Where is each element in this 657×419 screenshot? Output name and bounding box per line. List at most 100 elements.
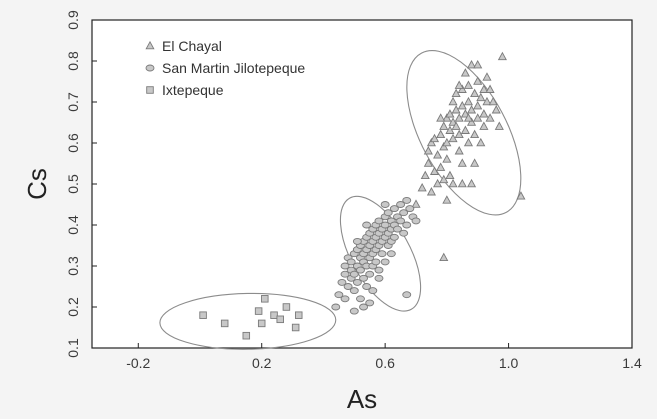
x-axis: -0.2 0.2 0.6 1.0 1.4 — [126, 343, 642, 371]
el-chayal-point — [411, 199, 421, 208]
el-chayal-point — [485, 113, 495, 122]
el-chayal-point — [473, 76, 483, 85]
san-martin-jilotepeque-point — [396, 201, 406, 208]
ixtepeque-point — [199, 311, 207, 319]
el-chayal-point — [457, 178, 467, 188]
el-chayal-point — [423, 158, 433, 167]
data-points — [199, 51, 526, 340]
legend-marker-ixtepeque — [146, 86, 154, 94]
san-martin-jilotepeque-point — [399, 229, 409, 237]
el-chayal-point — [451, 105, 461, 114]
san-martin-jilotepeque-point — [362, 221, 372, 229]
ixtepeque-point — [270, 311, 278, 319]
san-martin-jilotepeque-point — [359, 274, 368, 282]
el-chayal-point — [494, 121, 504, 130]
el-chayal-point — [482, 72, 492, 81]
ixtepeque-point — [276, 315, 284, 324]
legend-label-san-martin-jilotepeque: San Martin Jilotepeque — [162, 60, 305, 76]
legend-item-san-martin-jilotepeque: San Martin Jilotepeque — [145, 60, 305, 76]
legend-marker-san-martin-jilotepeque — [145, 64, 155, 72]
san-martin-jilotepeque-point — [377, 250, 387, 258]
san-martin-jilotepeque-point — [374, 266, 384, 274]
y-axis: 0.1 0.2 0.3 0.4 0.5 0.6 0.7 0.8 0.9 — [65, 10, 97, 358]
el-chayal-point — [436, 129, 446, 139]
series-ixtepeque — [199, 295, 303, 340]
el-chayal-point — [423, 146, 433, 155]
series-el-chayal — [411, 51, 526, 262]
el-chayal-point — [429, 166, 440, 175]
ixtepeque-point — [242, 331, 251, 340]
san-martin-jilotepeque-point — [380, 201, 390, 208]
el-chayal-point — [460, 68, 470, 77]
el-chayal-point — [473, 113, 483, 122]
el-chayal-point — [463, 137, 474, 147]
san-martin-jilotepeque-point — [334, 291, 344, 299]
el-chayal-point — [454, 80, 464, 89]
plot-area — [91, 19, 633, 349]
san-martin-jilotepeque-point — [346, 258, 356, 266]
san-martin-jilotepeque-point — [359, 303, 368, 311]
san-martin-jilotepeque-point — [399, 209, 409, 217]
ixtepeque-point — [294, 311, 303, 319]
el-chayal-point — [448, 117, 458, 126]
san-martin-jilotepeque-point — [343, 283, 353, 290]
san-martin-jilotepeque-point — [331, 303, 341, 311]
el-chayal-point — [516, 191, 526, 200]
el-chayal-point — [439, 252, 449, 262]
el-chayal-point — [442, 137, 452, 147]
x-tick-label: -0.2 — [126, 355, 150, 371]
x-tick-label: 1.4 — [622, 355, 642, 371]
el-chayal-point — [466, 178, 477, 188]
el-chayal-point — [445, 170, 455, 180]
el-chayal-point — [445, 125, 455, 134]
el-chayal-point — [473, 59, 483, 69]
ixtepeque-point — [282, 303, 291, 311]
san-martin-jilotepeque-point — [374, 217, 384, 225]
ixtepeque-point — [291, 323, 300, 332]
el-chayal-point — [457, 100, 467, 110]
x-tick-label: 0.2 — [252, 355, 272, 371]
san-martin-jilotepeque-point — [374, 274, 384, 282]
el-chayal-point — [442, 154, 452, 163]
el-chayal-point — [460, 109, 470, 118]
san-martin-jilotepeque-point — [352, 278, 362, 286]
san-martin-jilotepeque-point — [380, 221, 390, 229]
y-tick-label: 0.5 — [65, 174, 81, 194]
y-axis-title: Cs — [22, 168, 52, 200]
el-chayal-point — [448, 133, 458, 143]
san-martin-jilotepeque-point — [402, 196, 412, 204]
ixtepeque-point — [257, 319, 266, 328]
el-chayal-point — [466, 59, 477, 69]
legend-label-el-chayal: El Chayal — [162, 38, 222, 54]
el-chayal-point — [433, 150, 443, 159]
ixtepeque-point — [220, 319, 229, 328]
el-chayal-point — [463, 96, 474, 106]
x-axis-title: As — [347, 384, 377, 414]
el-chayal-point — [491, 105, 501, 114]
el-chayal-point — [442, 113, 452, 122]
el-chayal-point — [420, 170, 430, 180]
san-martin-jilotepeque-point — [405, 205, 415, 213]
san-martin-jilotepeque-point — [402, 221, 412, 229]
el-chayal-point — [476, 137, 486, 147]
ixtepeque-point — [261, 295, 269, 303]
el-chayal-point — [476, 92, 486, 102]
san-martin-jilotepeque-point — [340, 295, 350, 303]
el-chayal-point — [473, 100, 483, 110]
x-tick-label: 1.0 — [499, 355, 519, 371]
san-martin-jilotepeque-point — [396, 217, 406, 225]
el-chayal-point — [460, 125, 470, 134]
san-martin-jilotepeque-point — [368, 287, 378, 295]
y-tick-label: 0.4 — [65, 215, 81, 235]
san-martin-jilotepeque-point — [389, 233, 399, 241]
ixtepeque-point — [254, 307, 263, 315]
y-tick-label: 0.7 — [65, 92, 81, 112]
san-martin-jilotepeque-point — [356, 295, 365, 303]
el-chayal-point — [426, 137, 436, 147]
el-chayal-point — [482, 96, 492, 106]
el-chayal-point — [439, 141, 449, 151]
el-chayal-point — [463, 113, 474, 122]
san-martin-jilotepeque-point — [371, 258, 381, 266]
legend-label-ixtepeque: Ixtepeque — [162, 82, 224, 98]
